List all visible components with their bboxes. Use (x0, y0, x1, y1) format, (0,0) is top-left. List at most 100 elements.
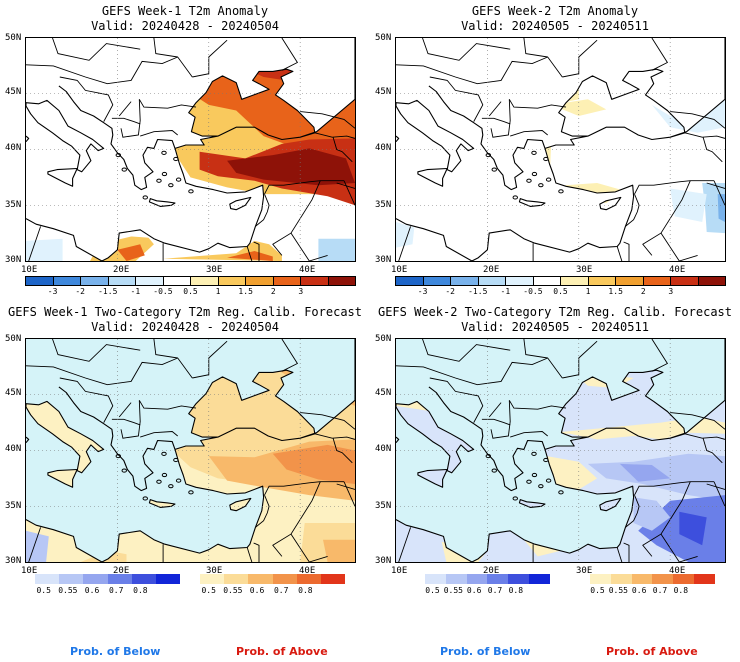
country-border (246, 246, 253, 261)
colorbar-tick-label: 0.55 (223, 586, 243, 595)
below-colorbar (35, 574, 181, 584)
island-outline (121, 167, 127, 172)
colorbar-swatch (300, 277, 328, 285)
colorbar-swatch (587, 277, 615, 285)
colorbar-tick-label: 0.8 (508, 586, 524, 595)
above-colorbar-ticks: 0.5 0.55 0.6 0.7 0.8 (200, 587, 345, 596)
country-border (111, 418, 141, 426)
colorbar-tick-label: 0.6 (84, 586, 100, 595)
colorbar-swatch (135, 277, 163, 285)
cyprus-coastline (599, 497, 622, 512)
island-outline (168, 183, 174, 188)
italy-coastline (396, 400, 475, 474)
lat-label: 45N (5, 388, 22, 398)
sardinia-coastline (396, 436, 400, 444)
island-outline (175, 177, 182, 182)
country-border (398, 226, 412, 261)
colorbar-tick-label: -1.5 (468, 287, 488, 296)
country-border (138, 400, 197, 410)
island-outline (115, 152, 122, 158)
country-border (616, 246, 623, 261)
above-colorbar (200, 574, 346, 584)
island-outline (173, 457, 179, 463)
lon-label: 20E (483, 265, 500, 275)
colorbar-swatch (487, 574, 509, 584)
sicily-coastline (417, 167, 448, 187)
anomaly-colorbar (395, 276, 726, 286)
colorbar-swatch (327, 277, 355, 285)
country-border (488, 402, 502, 418)
country-border (481, 418, 511, 426)
lat-label: 50N (5, 33, 22, 43)
island-outline (485, 152, 492, 158)
country-border (625, 494, 640, 528)
field-region (26, 238, 63, 261)
panel-week1-probability: GEFS Week-1 Two-Category T2m Reg. Calib.… (0, 303, 370, 662)
country-border (272, 481, 321, 557)
country-border (290, 533, 328, 562)
colorbar-swatch (590, 574, 611, 584)
island-outline (491, 167, 497, 172)
probability-map[interactable] (395, 338, 726, 563)
lat-label: 45N (5, 87, 22, 97)
lat-label: 30N (5, 556, 22, 566)
colorbar-tick-label: 0.7 (652, 586, 668, 595)
country-border (255, 193, 270, 227)
colorbar-swatch (694, 574, 715, 584)
island-outline (558, 490, 564, 495)
anomaly-map[interactable] (25, 37, 356, 262)
island-outline (161, 451, 167, 456)
panel-title: GEFS Week-2 T2m Anomaly (471, 4, 639, 18)
panel-title: GEFS Week-1 T2m Anomaly (101, 4, 269, 18)
lon-label: 20E (113, 566, 130, 576)
country-border (651, 38, 669, 71)
crete-coastline (518, 198, 546, 207)
country-border (398, 527, 412, 562)
coastline (26, 38, 355, 261)
colorbar-tick-label: 0.7 (487, 586, 503, 595)
above-colorbar-ticks: 0.5 0.55 0.6 0.7 0.8 (590, 587, 715, 596)
island-outline (168, 484, 174, 489)
country-border (634, 481, 714, 496)
country-border (153, 38, 178, 58)
colorbar-swatch (652, 574, 674, 584)
colorbar-tick-label: 0.6 (631, 586, 647, 595)
country-border (138, 99, 197, 109)
coastline (26, 339, 355, 562)
colorbar-swatch (131, 574, 156, 584)
country-border (253, 241, 260, 261)
country-border (281, 339, 299, 372)
panel-title: GEFS Week-1 Two-Category T2m Reg. Calib.… (7, 305, 362, 319)
country-border (26, 56, 193, 85)
colorbar-tick-label: 0.8 (673, 586, 689, 595)
anomaly-colorbar-ticks: -3 -2 -1.5 -1 -0.5 0.5 1 1.5 2 3 (25, 288, 356, 297)
island-outline (526, 479, 532, 484)
lat-label: 40N (375, 444, 392, 454)
crete-coastline (518, 499, 546, 508)
italy-coastline (396, 99, 475, 173)
country-border (651, 339, 669, 372)
island-outline (161, 171, 168, 177)
colorbar-tick-label: -2 (75, 287, 85, 296)
lon-label: 30E (576, 265, 593, 275)
country-border (623, 241, 630, 261)
field-region (272, 444, 355, 484)
colorbar-tick-label: 0.6 (466, 586, 482, 595)
balkan-coastline (428, 85, 546, 191)
colorbar-swatch (697, 277, 725, 285)
field-region (318, 238, 355, 261)
colorbar-swatch (80, 277, 108, 285)
colorbar-swatch (615, 277, 643, 285)
country-border (616, 547, 623, 562)
island-outline (188, 490, 194, 495)
panel-valid-dates: Valid: 20240428 - 20240504 (91, 320, 279, 334)
country-border (510, 130, 548, 137)
anomaly-map[interactable] (395, 37, 726, 262)
lon-label: 30E (206, 265, 223, 275)
lon-label: 10E (21, 265, 38, 275)
country-border (634, 180, 714, 195)
lon-label: 10E (391, 265, 408, 275)
island-outline (485, 453, 492, 459)
lon-label: 10E (21, 566, 38, 576)
probability-map[interactable] (25, 338, 356, 563)
